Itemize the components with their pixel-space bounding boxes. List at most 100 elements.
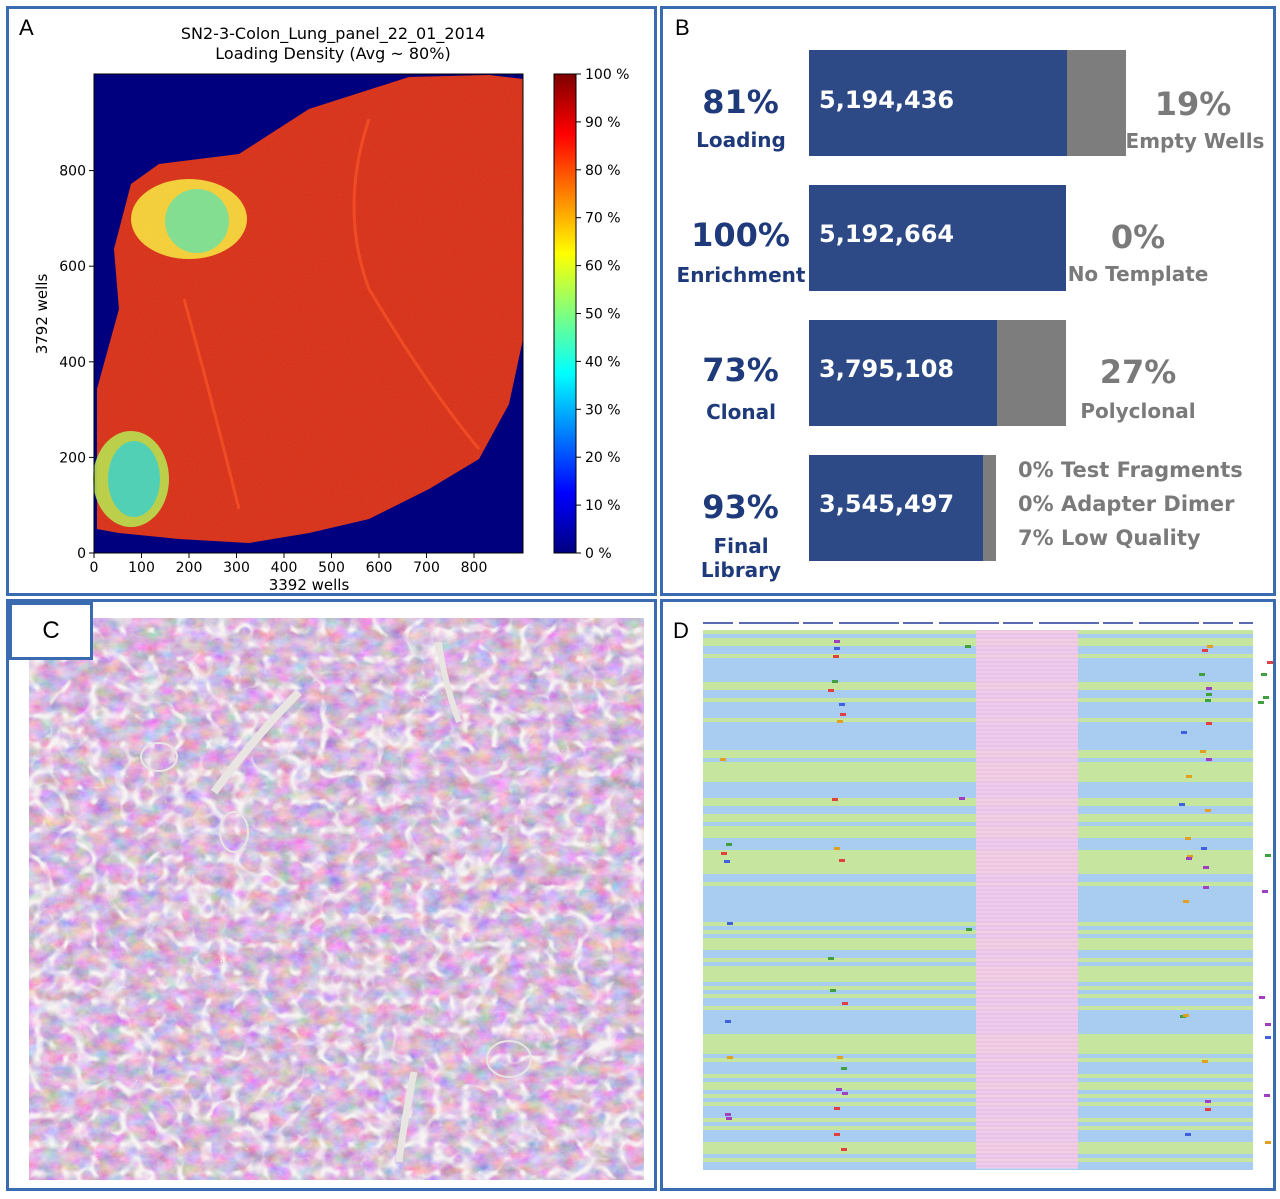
variant-mark	[959, 797, 965, 800]
x-tick-label: 300	[223, 560, 250, 576]
y-tick-label: 600	[59, 259, 86, 275]
colorbar-tick-label: 0 %	[585, 546, 612, 562]
heatmap-y-ticks: 0 200 400 600 800	[59, 164, 94, 562]
colorbar-tick-label: 90 %	[585, 115, 621, 131]
x-tick-label: 100	[128, 560, 155, 576]
variant-mark	[726, 1117, 732, 1120]
variant-mark	[841, 1067, 847, 1070]
variant-mark	[1202, 649, 1208, 652]
x-tick-label: 600	[366, 560, 393, 576]
variant-mark	[727, 1056, 733, 1059]
x-tick-label: 800	[461, 560, 488, 576]
y-tick-label: 0	[77, 546, 86, 562]
variant-mark	[1183, 1014, 1189, 1017]
colorbar-tick-label: 30 %	[585, 402, 621, 418]
tissue-lumen	[395, 1071, 418, 1163]
colorbar-tick-label: 10 %	[585, 498, 621, 514]
variant-mark	[834, 1107, 840, 1110]
variant-mark	[1259, 996, 1265, 999]
variant-mark	[1199, 673, 1205, 676]
panel-a-label: A	[19, 15, 34, 40]
metric-bar	[809, 455, 983, 561]
metric-bar-remainder	[983, 455, 996, 561]
variant-mark	[834, 647, 840, 650]
metric-right-percent: 0%	[1110, 218, 1166, 256]
variant-mark	[966, 928, 972, 931]
metric-label: Final Library	[700, 534, 782, 582]
variant-mark	[725, 1113, 731, 1116]
chip-streak	[182, 298, 241, 510]
variant-mark	[837, 720, 843, 723]
variant-mark	[1205, 1108, 1211, 1111]
x-tick-label: 500	[318, 560, 345, 576]
heatmap-y-label: 3792 wells	[33, 274, 51, 355]
colorbar-tick-label: 40 %	[585, 354, 621, 370]
metric-label: Clonal	[706, 400, 776, 424]
colorbar-tick-label: 20 %	[585, 450, 621, 466]
colorbar	[553, 73, 577, 554]
variant-mark	[1202, 1060, 1208, 1063]
variant-mark	[721, 852, 727, 855]
metric-bar-remainder	[1067, 50, 1126, 156]
colorbar-tick-label: 80 %	[585, 163, 621, 179]
x-tick-label: 0	[90, 560, 99, 576]
metric-bar	[809, 185, 1066, 291]
final-library-note: 7% Low Quality	[1018, 526, 1201, 550]
variant-mark	[834, 640, 840, 643]
metric-percent: 73%	[702, 351, 779, 389]
x-tick-label: 400	[271, 560, 298, 576]
metric-right-label: Empty Wells	[1125, 129, 1265, 153]
variant-mark	[834, 847, 840, 850]
metric-right-percent: 27%	[1099, 353, 1177, 391]
variant-mark	[1206, 687, 1212, 690]
variant-mark	[1265, 1036, 1271, 1039]
variant-mark	[837, 1056, 843, 1059]
colorbar-tick-label: 60 %	[585, 259, 621, 275]
colorbar-ticks: 0 % 10 % 20 % 30 % 40 % 50 % 60 % 70 % 80 % 90 % 1…	[576, 67, 629, 562]
variant-mark	[1183, 900, 1189, 903]
tissue-lumens	[29, 618, 644, 1180]
variant-mark	[1265, 1141, 1271, 1144]
variant-mark	[1185, 1133, 1191, 1136]
x-tick-label: 200	[176, 560, 203, 576]
variant-mark	[1200, 750, 1206, 753]
metric-bar	[809, 320, 997, 426]
variant-mark	[1186, 775, 1192, 778]
variant-mark	[1186, 857, 1192, 860]
variant-mark	[1181, 731, 1187, 734]
variant-mark	[832, 798, 838, 801]
panel-d-read-alignment: D	[660, 599, 1276, 1191]
metric-count: 5,192,664	[819, 220, 955, 248]
metric-percent: 100%	[691, 216, 790, 254]
metric-row-loading: 81% Loading 5,194,436 19% Empty Wells	[663, 47, 1273, 157]
colorbar-tick-label: 70 %	[585, 211, 621, 227]
variant-mark	[1205, 809, 1211, 812]
panel-b-label: B	[675, 15, 690, 40]
variant-mark	[1263, 696, 1269, 699]
variant-mark	[724, 860, 730, 863]
y-tick-label: 400	[59, 355, 86, 371]
final-library-note: 0% Adapter Dimer	[1018, 492, 1235, 516]
metric-label: Loading	[696, 128, 786, 152]
metric-bar-remainder	[997, 320, 1066, 426]
panel-c-histology: C	[6, 599, 657, 1191]
variant-mark	[834, 1133, 840, 1136]
heatmap-frame	[93, 73, 524, 554]
variant-mark	[726, 843, 732, 846]
amplicon-read-lines	[976, 631, 1078, 1169]
tissue-lumen	[210, 689, 302, 795]
variant-mark	[1206, 722, 1212, 725]
metric-row-enrichment: 100% Enrichment 5,192,664 0% No Template	[663, 182, 1273, 292]
chip-streak	[352, 118, 481, 450]
metric-right-label: Polyclonal	[1080, 399, 1196, 423]
variant-mark	[1206, 693, 1212, 696]
variant-mark	[839, 703, 845, 706]
variant-mark	[965, 645, 971, 648]
variant-mark	[842, 1092, 848, 1095]
metric-percent: 93%	[702, 488, 779, 526]
variant-mark	[842, 1002, 848, 1005]
variant-mark	[1264, 1094, 1270, 1097]
variant-mark	[1265, 854, 1271, 857]
variant-mark	[1207, 645, 1213, 648]
histology-image	[29, 618, 644, 1180]
